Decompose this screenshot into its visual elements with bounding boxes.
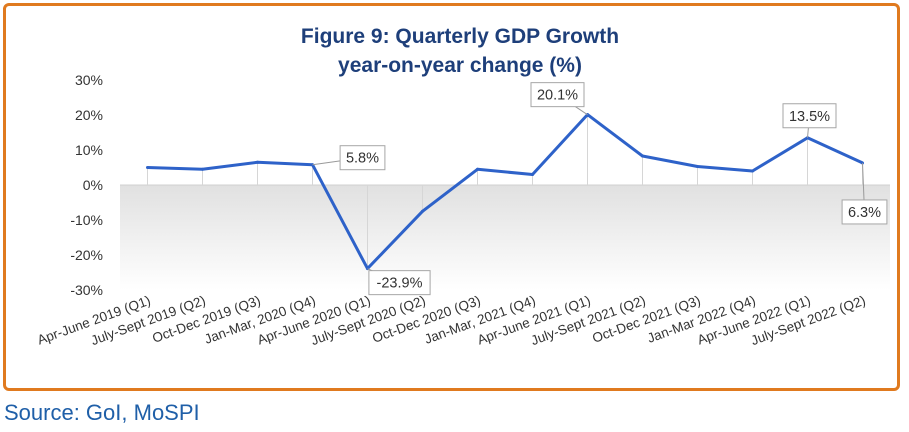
source-note: Source: GoI, MoSPI <box>4 400 200 425</box>
y-tick-label: -30% <box>70 282 103 298</box>
callout-box <box>841 199 888 225</box>
data-label: 5.8% <box>346 151 379 167</box>
data-point <box>641 154 644 158</box>
data-point <box>146 166 149 169</box>
data-point <box>476 167 479 171</box>
callout-box <box>339 145 386 171</box>
negative-region-shading <box>120 185 890 290</box>
chart-title: Figure 9: Quarterly GDP Growth <box>301 25 619 48</box>
data-label: -23.9% <box>377 276 423 292</box>
y-tick-label: -10% <box>70 212 103 228</box>
y-axis: 30% 20% 10% 0% -10% -20% -30% <box>70 72 890 298</box>
data-point <box>751 169 754 173</box>
data-point <box>531 173 534 176</box>
data-point <box>696 164 699 168</box>
y-tick-label: 10% <box>75 142 103 158</box>
data-label: 6.3% <box>848 205 881 221</box>
x-axis: Apr-June 2019 (Q1)July-Sept 2019 (Q2)Oct… <box>35 293 867 348</box>
chart-subtitle: year-on-year change (%) <box>338 54 582 77</box>
series-line <box>147 113 864 271</box>
y-tick-label: 30% <box>75 72 103 88</box>
data-point <box>256 160 259 164</box>
callout-box <box>530 82 585 108</box>
data-point <box>421 209 424 213</box>
data-label: 13.5% <box>789 109 830 125</box>
callout-box <box>368 270 431 296</box>
data-label: 20.1% <box>537 88 578 104</box>
data-point <box>201 167 204 171</box>
data-callouts: 5.8% -23.9% 20.1% 13.5% 6.3% <box>146 82 888 296</box>
line-chart: Figure 9: Quarterly GDP Growth year-on-y… <box>35 25 890 348</box>
y-tick-label: 20% <box>75 107 103 123</box>
y-tick-label: -20% <box>70 247 103 263</box>
y-tick-label: 0% <box>83 177 103 193</box>
callout-box <box>782 103 837 129</box>
